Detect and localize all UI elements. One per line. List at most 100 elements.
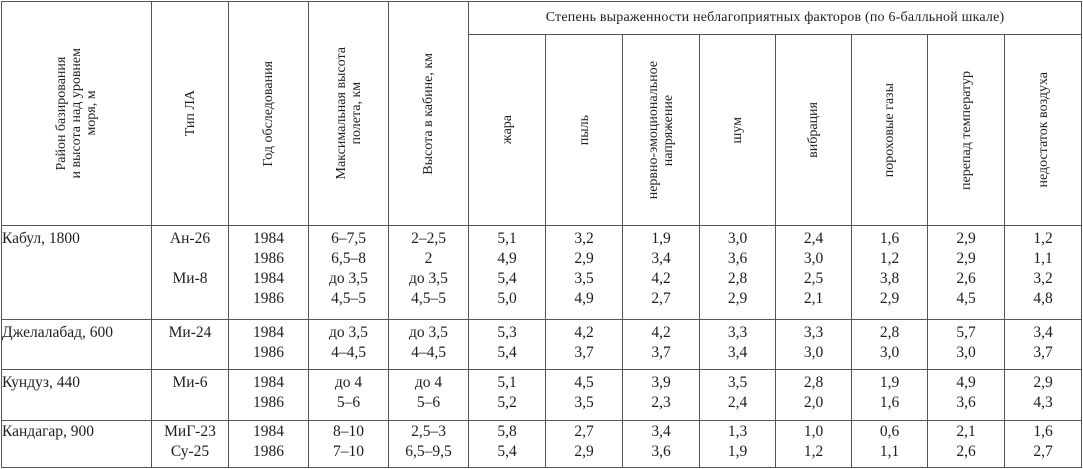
- factor-cell: 1,6 2,7: [1003, 419, 1083, 469]
- factor-score: 0,6: [879, 422, 900, 440]
- header-survey-year: Год обследования: [228, 1, 309, 226]
- factor-score: 2,9: [727, 290, 748, 307]
- aircraft-type: Ми-24: [168, 323, 212, 341]
- header-factor-heat: жара: [468, 34, 546, 226]
- max-altitude-cell: до 3,5 4–4,5: [308, 318, 389, 371]
- survey-year: 1984: [253, 323, 284, 341]
- factor-score: 3,6: [956, 394, 976, 412]
- factor-score: 4,9: [574, 290, 594, 307]
- cabin-altitude-value: 2–2,5: [411, 230, 446, 247]
- factor-score: 3,2: [574, 230, 594, 247]
- survey-year: 1986: [253, 394, 284, 412]
- survey-year: 1986: [253, 250, 284, 267]
- cabin-altitude-value: 4,5–5: [411, 290, 446, 307]
- factor-score: 3,0: [803, 250, 824, 267]
- region-name: Кабул, 1800: [2, 230, 80, 247]
- header-factor-temperature-drop: перепад температур: [927, 34, 1005, 226]
- factor-score: 2,9: [1033, 374, 1053, 392]
- factor-cell: 4,2 3,7: [545, 318, 623, 371]
- factor-cell: 5,1 5,2: [468, 369, 546, 421]
- survey-year: 1984: [253, 422, 284, 440]
- factor-cell: 2,9 4,3: [1003, 369, 1083, 421]
- factor-score: 4,2: [574, 323, 594, 341]
- factor-score: 4,5: [574, 374, 594, 392]
- factor-cell: 2,8 2,0: [775, 369, 852, 421]
- factor-score: 2,0: [803, 394, 824, 412]
- factor-score: 5,8: [497, 422, 517, 440]
- factor-score: 3,2: [1033, 270, 1053, 287]
- aircraft-type: Ми-8: [172, 270, 208, 287]
- factor-cell: 2,9 2,9 2,6 4,5: [927, 225, 1005, 320]
- factor-score: 1,6: [879, 230, 900, 247]
- region-name: Джелалабад, 600: [2, 323, 113, 341]
- factor-score: 3,7: [574, 343, 594, 361]
- year-cell: 1984 1986: [228, 318, 309, 371]
- year-cell: 1984 1986: [228, 369, 309, 421]
- header-max-altitude: Максимальная высота полета, км: [308, 1, 389, 226]
- max-altitude-value: 8–10: [333, 422, 364, 440]
- factor-score: 3,5: [574, 394, 594, 412]
- factor-score: 3,0: [956, 343, 976, 361]
- factor-score: 3,6: [651, 442, 671, 460]
- factor-score: 1,9: [727, 442, 748, 460]
- factor-score: 2,8: [727, 270, 748, 287]
- table-row: Кундуз, 440 Ми-6 1984 1986 до 4 5–6 до 4 5–6 5,1…: [1, 369, 1083, 421]
- factor-cell: 3,3 3,4: [699, 318, 776, 371]
- survey-year: 1984: [253, 230, 284, 247]
- factor-score: 1,0: [803, 422, 824, 440]
- factor-score: 2,6: [956, 442, 976, 460]
- factor-score: 3,4: [1033, 323, 1053, 341]
- factor-score: 2,8: [879, 323, 900, 341]
- factor-score: 4,9: [956, 374, 976, 392]
- aircraft-type: Су-25: [170, 442, 210, 460]
- factor-score: 4,8: [1033, 290, 1053, 307]
- factor-score: 5,0: [497, 290, 517, 307]
- factor-score: 2,1: [803, 290, 824, 307]
- factor-score: 1,6: [879, 394, 900, 412]
- factor-score: 5,4: [497, 343, 517, 361]
- factor-score: 2,3: [651, 394, 671, 412]
- factor-score: 3,8: [879, 270, 900, 287]
- factor-score: 2,7: [1033, 442, 1053, 460]
- table-row: Джелалабад, 600 Ми-24 1984 1986 до 3,5 4–4,5 д…: [1, 318, 1083, 371]
- cabin-altitude-cell: 2,5–3 6,5–9,5: [388, 419, 469, 469]
- factor-cell: 1,3 1,9: [699, 419, 776, 469]
- max-altitude-cell: до 4 5–6: [308, 369, 389, 421]
- factor-score: 3,4: [651, 422, 671, 440]
- header-factor-air-shortage: недостаток воздуха: [1003, 34, 1083, 226]
- max-altitude-value: 6–7,5: [331, 230, 366, 247]
- cabin-altitude-value: до 3,5: [409, 270, 448, 287]
- factor-score: 3,3: [803, 323, 824, 341]
- factor-score: 2,4: [803, 230, 824, 247]
- survey-year: 1986: [253, 442, 284, 460]
- cabin-altitude-value: до 3,5: [409, 323, 448, 341]
- factor-cell: 1,0 1,2: [775, 419, 852, 469]
- table-row: Кандагар, 900 МиГ-23 Су-25 1984 1986 8–10 7–10…: [1, 419, 1083, 469]
- cabin-altitude-cell: 2–2,5 2 до 3,5 4,5–5: [388, 225, 469, 320]
- factor-score: 3,4: [651, 250, 671, 267]
- factor-score: 2,9: [956, 230, 976, 247]
- factor-score: 2,1: [956, 422, 976, 440]
- factor-cell: 1,9 3,4 4,2 2,7: [622, 225, 700, 320]
- factor-score: 5,4: [497, 442, 517, 460]
- header-cabin-altitude: Высота в кабине, км: [388, 1, 469, 226]
- factor-cell: 2,8 3,0: [851, 318, 928, 371]
- survey-year: 1986: [253, 290, 284, 307]
- table-row: Кабул, 1800 Ан-26 Ми-8 1984 1986 1984 1986 6–7,…: [1, 225, 1083, 320]
- factor-cell: 2,4 3,0 2,5 2,1: [775, 225, 852, 320]
- factor-score: 1,1: [879, 442, 900, 460]
- max-altitude-value: 6,5–8: [331, 250, 366, 267]
- factor-score: 1,9: [879, 374, 900, 392]
- cabin-altitude-cell: до 4 5–6: [388, 369, 469, 421]
- factor-score: 3,7: [1033, 343, 1053, 361]
- factor-score: 4,9: [497, 250, 517, 267]
- factor-score: 3,5: [727, 374, 748, 392]
- header-factor-stress: нервно-эмоциональное напряжение: [622, 34, 700, 226]
- aircraft-cell: Ми-6: [151, 369, 229, 421]
- factor-cell: 5,3 5,4: [468, 318, 546, 371]
- factor-score: 4,2: [651, 323, 671, 341]
- factor-score: 2,7: [574, 422, 594, 440]
- factor-score: 3,7: [651, 343, 671, 361]
- factor-score: 1,1: [1033, 250, 1053, 267]
